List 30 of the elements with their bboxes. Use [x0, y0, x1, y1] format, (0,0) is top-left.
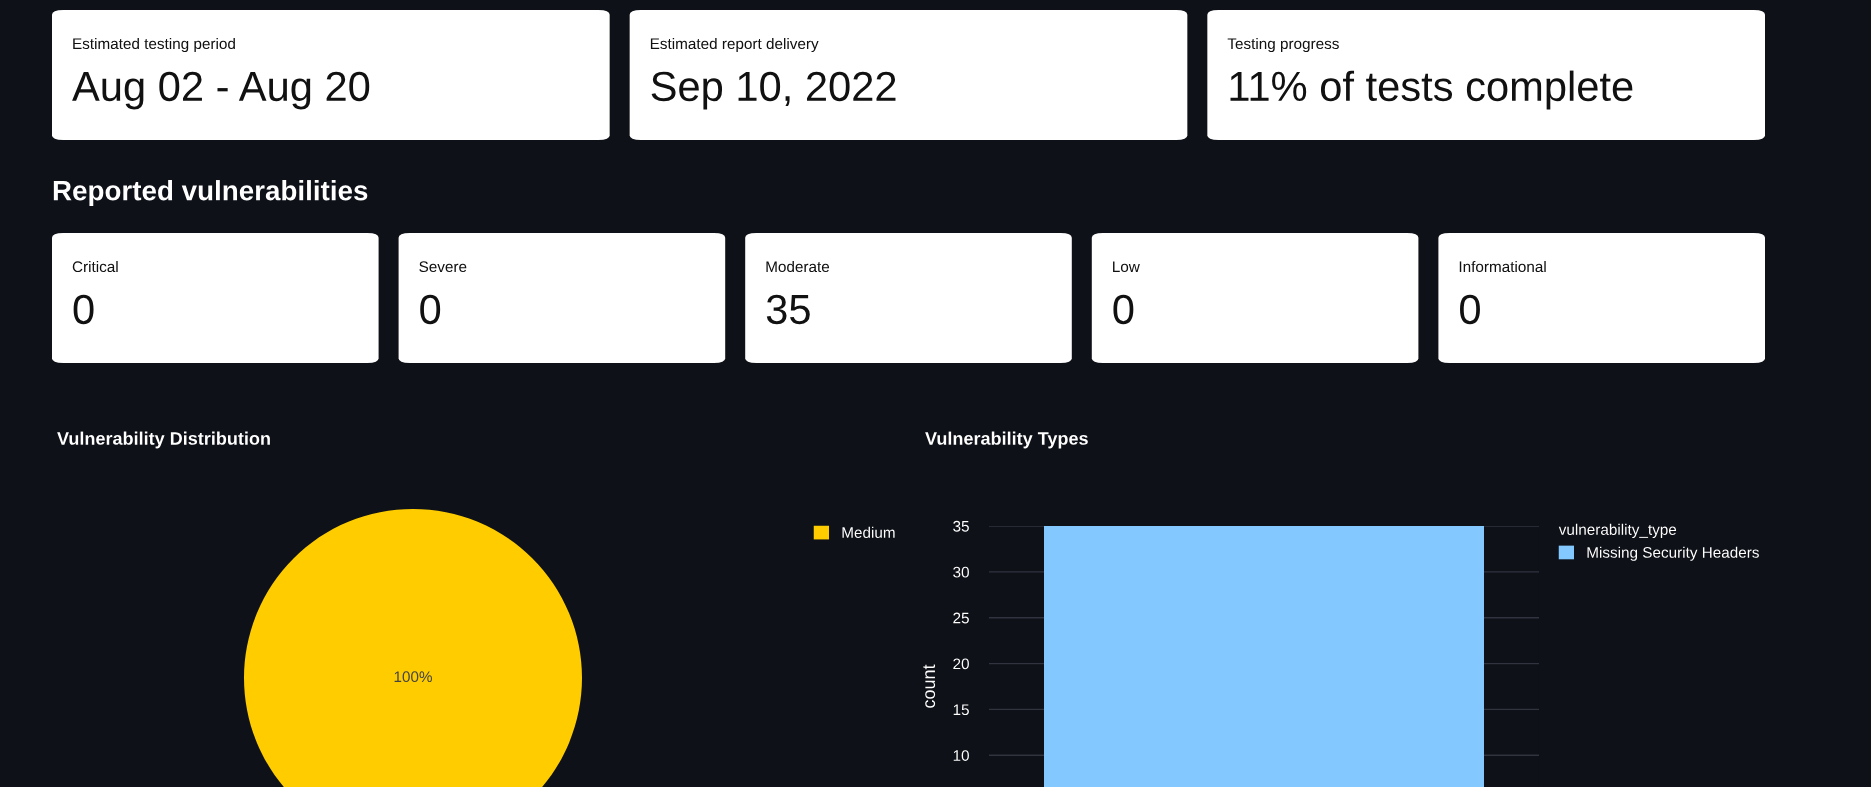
text: Sep 10, 2022 [651, 71, 896, 110]
text: 0 [1113, 294, 1134, 325]
y-tick-label: 15 [953, 704, 969, 716]
y-axis-title: count [923, 664, 936, 708]
text: Estimated report delivery [650, 37, 819, 53]
text: 0 [73, 294, 94, 325]
legend-label: Missing Security Headers [1587, 546, 1759, 561]
text: Aug 02 - Aug 20 [72, 71, 370, 110]
legend-label: Medium [842, 526, 895, 538]
text: Moderate [766, 260, 830, 273]
chart-title: Vulnerability Distribution [57, 431, 270, 449]
y-tick-label: 20 [953, 658, 969, 670]
text: 11% of tests complete [1230, 70, 1633, 110]
text: 0 [1460, 294, 1480, 325]
text: Informational [1459, 260, 1546, 273]
y-tick-label: 25 [953, 612, 969, 624]
data-label: 100% [394, 671, 432, 683]
text: Severe [419, 261, 467, 273]
text: 0 [420, 294, 441, 325]
chart-title: Vulnerability Types [925, 431, 1088, 449]
y-tick-label: 35 [953, 520, 969, 532]
y-tick-label: 30 [953, 566, 969, 578]
text: 35 [766, 294, 810, 325]
text: Low [1113, 261, 1140, 273]
text: Reported vulnerabilities [53, 180, 368, 206]
text: Estimated testing period [73, 37, 235, 53]
y-tick-label: 10 [953, 750, 969, 761]
text: Testing progress [1227, 37, 1339, 53]
legend-title: vulnerability_type [1558, 523, 1677, 538]
text: Critical [72, 260, 118, 273]
